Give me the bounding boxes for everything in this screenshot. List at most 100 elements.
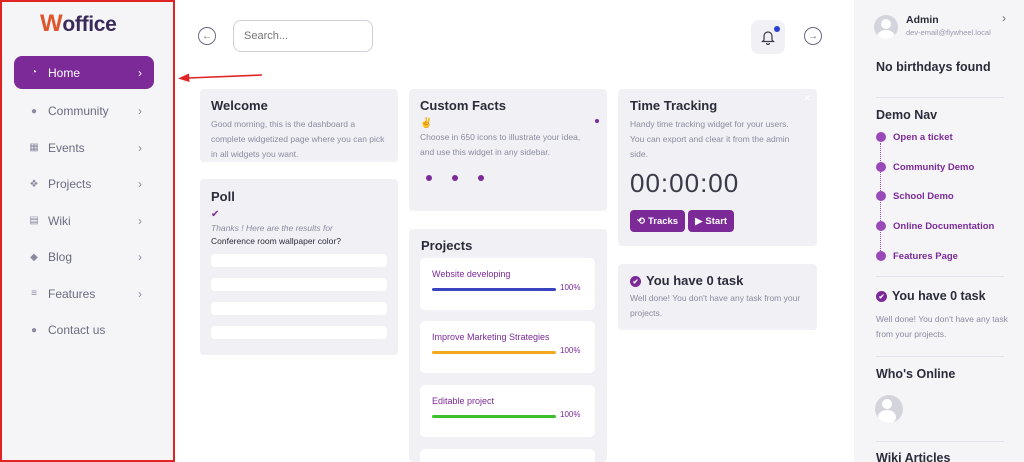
demo-nav-item[interactable]: Open a ticket [876, 132, 994, 162]
close-icon[interactable]: ✕ [803, 93, 811, 103]
divider [876, 441, 1004, 442]
projects-title: Projects [421, 238, 473, 253]
user-name[interactable]: Admin [906, 14, 939, 26]
chevron-right-icon: › [138, 286, 142, 301]
chevron-right-icon: › [138, 177, 142, 192]
sidebar-item-blog[interactable]: ◆ Blog › [14, 239, 154, 276]
sidebar-item-contact-us[interactable]: ● Contact us [14, 312, 154, 349]
demo-nav-item[interactable]: School Demo [876, 191, 994, 221]
sidebar-nav: ◔ Home › ● Community › ▦ Events › ❖ Projects › ▤ Wiki… [14, 56, 154, 349]
tasks-text: Well done! You don't have any task from … [630, 293, 801, 318]
project-name[interactable]: Editable project [432, 396, 495, 406]
carousel-dot[interactable] [452, 175, 458, 181]
project-name[interactable]: Website developing [432, 269, 511, 279]
sidebar-item-label: Features [48, 286, 96, 301]
poll-result-bar [211, 254, 387, 267]
sidebar-item-label: Contact us [48, 323, 106, 338]
online-user-avatar[interactable] [875, 395, 903, 423]
project-progress-bar [432, 288, 556, 291]
bell-icon [761, 30, 775, 45]
check-circle-icon: ✔ [630, 276, 641, 288]
sidebar-item-home[interactable]: ◔ Home › [14, 56, 154, 89]
annotation-arrow [178, 73, 263, 82]
carousel-dot[interactable] [478, 175, 484, 181]
chevron-right-icon: › [138, 65, 142, 80]
tasks-title: You have 0 task [646, 273, 744, 288]
timeline-dot [876, 221, 886, 232]
demo-nav-link[interactable]: School Demo [893, 191, 954, 203]
whos-online-title: Who's Online [876, 367, 956, 381]
layers-icon: ≡ [31, 288, 37, 300]
check-icon: ✔ [211, 209, 220, 220]
demo-nav-link[interactable]: Open a ticket [893, 132, 953, 143]
calendar-icon: ▦ [29, 142, 39, 154]
demo-nav-link[interactable]: Community Demo [893, 161, 975, 173]
timeline-dot [876, 161, 886, 172]
sidebar-item-label: Home [48, 65, 81, 80]
notifications-button[interactable] [751, 20, 785, 54]
demo-nav-link[interactable]: Online Documentation [893, 221, 995, 233]
right-tasks-text: Well done! You don't have any task from … [876, 314, 1008, 339]
toggle-right-panel-button[interactable]: → [804, 27, 822, 45]
right-tasks-heading: ✔ You have 0 task [876, 289, 986, 303]
chevron-right-icon: › [138, 250, 142, 265]
woffice-logo[interactable]: Woffice [40, 10, 117, 37]
arrow-right-icon: → [808, 30, 818, 42]
timer-display: 00:00:00 [630, 168, 740, 198]
user-avatar[interactable] [874, 15, 898, 39]
project-item[interactable]: Editable project 100% [420, 385, 595, 437]
start-button[interactable]: ▶ Start [688, 210, 735, 232]
demo-nav-item[interactable]: Online Documentation [876, 221, 994, 251]
demo-nav-item[interactable]: Community Demo [876, 161, 994, 192]
poll-result-bar [211, 326, 387, 339]
right-tasks-title: You have 0 task [892, 289, 986, 303]
users-icon: ● [30, 105, 38, 117]
time-tracking-title: Time Tracking [630, 98, 718, 113]
sidebar-item-label: Events [48, 140, 85, 155]
sidebar-item-community[interactable]: ● Community › [14, 93, 154, 130]
project-name[interactable]: Improve Marketing Strategies [432, 332, 550, 342]
project-item[interactable]: Improve Marketing Strategies 100% [420, 321, 595, 373]
demo-nav-link[interactable]: Features Page [893, 250, 958, 262]
divider [876, 97, 1004, 98]
arrow-left-icon: ← [202, 30, 212, 42]
sidebar-item-features[interactable]: ≡ Features › [14, 276, 154, 313]
poll-result-bar [211, 302, 387, 315]
sidebar-item-label: Blog [48, 250, 73, 265]
welcome-title: Welcome [211, 98, 268, 113]
time-tracking-text: Handy time tracking widget for your user… [630, 119, 790, 159]
project-progress-bar [432, 415, 556, 418]
chevron-right-icon[interactable]: › [1002, 11, 1006, 25]
project-item[interactable] [420, 449, 595, 462]
demo-nav-title: Demo Nav [876, 108, 938, 122]
birthdays-text: No birthdays found [876, 60, 991, 74]
wiki-articles-title: Wiki Articles [876, 451, 951, 462]
custom-facts-title: Custom Facts [420, 98, 506, 113]
demo-nav-list: Open a ticket Community Demo School Demo On… [876, 132, 994, 280]
sidebar-item-events[interactable]: ▦ Events › [14, 130, 154, 167]
sidebar-item-wiki[interactable]: ▤ Wiki › [14, 203, 154, 240]
carousel-dot[interactable] [426, 175, 432, 181]
timeline-dot [876, 250, 886, 261]
history-icon: ⟲ [637, 215, 645, 227]
play-icon: ▶ [695, 215, 703, 227]
right-panel: Admin dev-email@flywheel.local › No birt… [854, 0, 1024, 462]
poll-result-bar [211, 278, 387, 291]
demo-nav-item[interactable]: Features Page [876, 250, 994, 281]
sidebar-item-projects[interactable]: ❖ Projects › [14, 166, 154, 203]
chevron-right-icon: › [138, 140, 142, 155]
search-input[interactable] [233, 20, 373, 52]
poll-thanks: Thanks ! Here are the results for [211, 223, 333, 233]
tracks-button[interactable]: ⟲ Tracks [630, 210, 686, 232]
poll-title: Poll [211, 189, 235, 204]
divider [876, 356, 1004, 357]
sidebar-item-label: Projects [48, 177, 92, 192]
project-percent: 100% [560, 410, 581, 419]
project-percent: 100% [560, 346, 581, 355]
project-item[interactable]: Website developing 100% [420, 258, 595, 310]
back-button[interactable]: ← [198, 27, 216, 45]
project-progress-bar [432, 351, 556, 354]
comments-icon: ◆ [30, 251, 38, 263]
chevron-right-icon: › [138, 104, 142, 119]
cubes-icon: ❖ [29, 178, 39, 190]
